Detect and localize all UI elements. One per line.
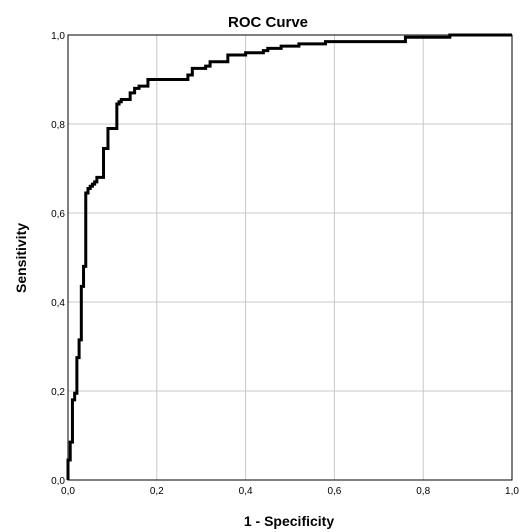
y-tick-label: 0,8	[51, 120, 65, 131]
x-tick-label: 0,4	[239, 486, 253, 497]
x-tick-label: 0,6	[327, 486, 341, 497]
y-tick-label: 0,4	[51, 298, 65, 309]
x-axis-label: 1 - Specificity	[244, 513, 334, 529]
plot-frame	[67, 34, 513, 481]
x-tick-label: 1,0	[505, 486, 519, 497]
y-tick-label: 0,2	[51, 387, 65, 398]
tick-labels: 0,00,0 0,2 0,2 0,4 0,4 0,6 0,6 0,8 0,8 1,0 1,0	[51, 31, 519, 497]
y-tick-label: 1,0	[51, 31, 65, 42]
y-tick-label: 0,6	[51, 209, 65, 220]
y-tick-label: 0,0	[51, 476, 65, 487]
chart-title: ROC Curve	[228, 14, 308, 31]
x-tick-label: 0,2	[150, 486, 164, 497]
grid-lines	[68, 35, 512, 480]
x-tick-label: 0,8	[416, 486, 430, 497]
x-tick-label: 0,0	[61, 486, 75, 497]
roc-curve-line	[66, 33, 512, 480]
y-axis-label: Sensitivity	[13, 223, 29, 293]
